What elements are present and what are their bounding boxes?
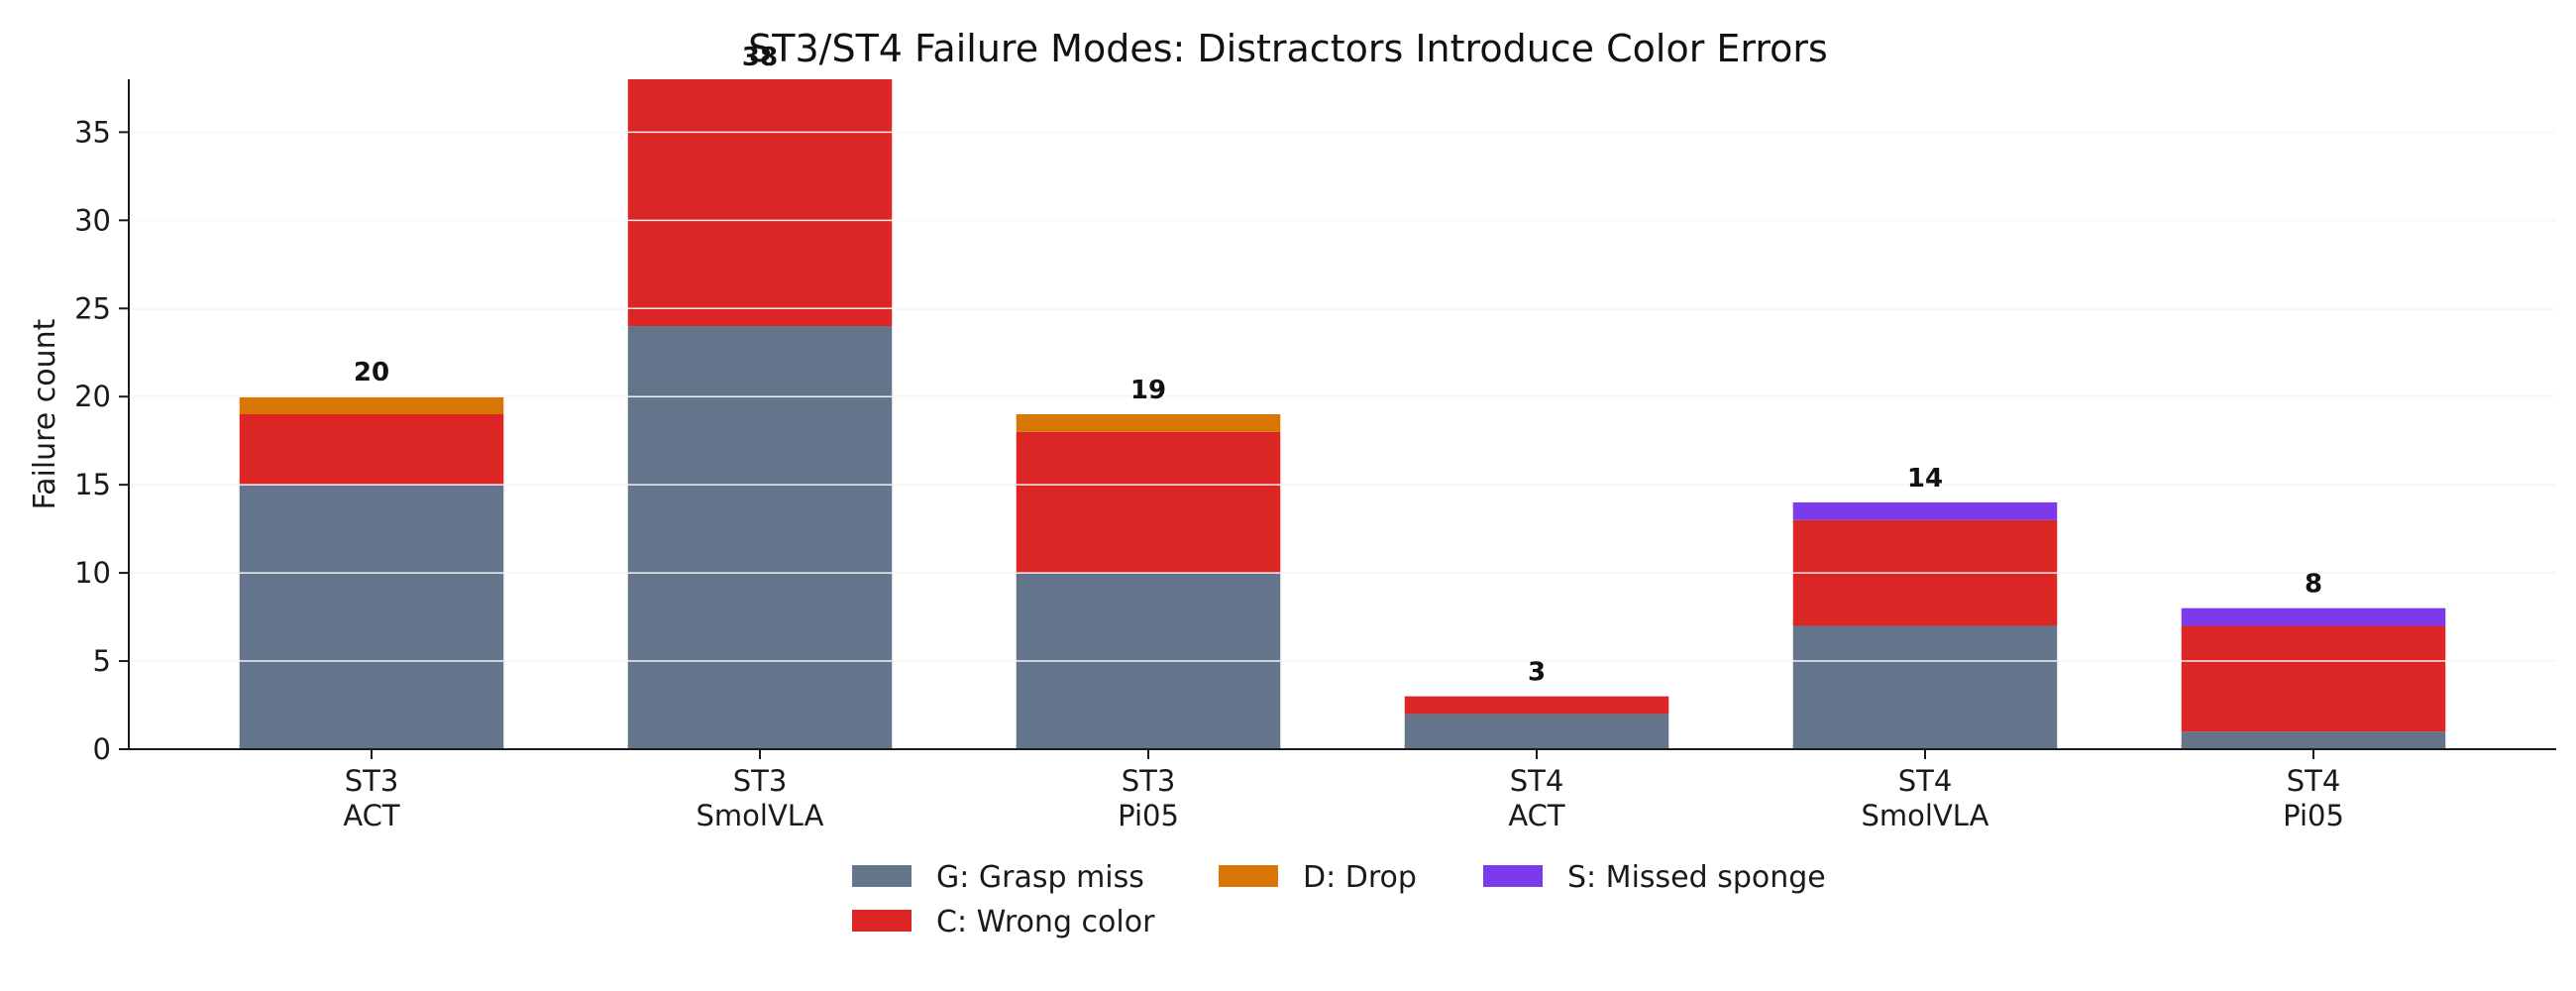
total-label: 8: [2305, 570, 2322, 600]
bar-segment: [1404, 696, 1669, 715]
axes: [128, 79, 2556, 750]
bar-segment: [1404, 714, 1669, 749]
bar-segment: [2181, 731, 2446, 749]
x-tick-label: ACT: [1508, 799, 1565, 832]
bar-segment: [239, 414, 504, 486]
y-tick-label: 30: [74, 203, 111, 237]
bar-segment: [239, 485, 504, 749]
legend-swatch: [852, 865, 912, 887]
total-label: 38: [742, 43, 778, 72]
bar-segment: [1016, 414, 1281, 432]
legend: G: Grasp miss C: Wrong color D: Drop S: Mis…: [852, 860, 1826, 939]
total-label: 19: [1130, 376, 1166, 405]
y-tick-label: 0: [93, 732, 111, 766]
y-tick-label: 20: [74, 380, 111, 413]
total-label: 14: [1907, 464, 1943, 494]
bar-segment: [2181, 607, 2446, 626]
y-tick-label: 10: [74, 556, 111, 590]
bar-segment: [1016, 431, 1281, 574]
bar-gridline-overlay: [129, 131, 2556, 662]
bar-segment: [1792, 625, 2058, 749]
legend-swatch: [1483, 865, 1543, 887]
bar-segment: [627, 326, 893, 749]
total-labels: 20 38 19 3 14 8: [354, 43, 2322, 688]
x-tick-label: ACT: [343, 799, 400, 832]
x-tick-label: ST4: [2287, 764, 2341, 798]
x-tick-label: ST3: [1122, 764, 1176, 798]
bar-segment: [1792, 501, 2058, 520]
x-tick-label: Pi05: [1118, 799, 1179, 832]
x-tick-label: SmolVLA: [1862, 799, 1989, 832]
x-tick-label: ST4: [1510, 764, 1564, 798]
y-tick-label: 25: [74, 291, 111, 325]
bar-segment: [239, 396, 504, 414]
legend-swatch: [852, 910, 912, 932]
x-tick-label: ST4: [1898, 764, 1953, 798]
bar-segment: [627, 79, 893, 327]
y-tick-label: 5: [93, 644, 111, 678]
x-tick-label: SmolVLA: [697, 799, 824, 832]
legend-swatch: [1219, 865, 1278, 887]
chart-title: ST3/ST4 Failure Modes: Distractors Intro…: [748, 27, 1828, 70]
y-axis-title: Failure count: [28, 318, 62, 509]
bar-segment: [2181, 625, 2446, 732]
legend-label: S: Missed sponge: [1567, 860, 1826, 895]
legend-label: D: Drop: [1303, 860, 1417, 895]
total-label: 3: [1528, 658, 1546, 688]
y-tick-label: 35: [74, 115, 111, 149]
bars: [239, 79, 2446, 749]
legend-label: G: Grasp miss: [936, 860, 1144, 895]
total-label: 20: [354, 358, 389, 387]
tick-labels: 05101520253035ST3ACTST3SmolVLAST3Pi05ST4…: [74, 115, 2344, 832]
legend-label: C: Wrong color: [936, 905, 1155, 939]
y-tick-label: 15: [74, 468, 111, 501]
x-tick-label: ST3: [733, 764, 788, 798]
x-tick-label: ST3: [345, 764, 399, 798]
x-tick-label: Pi05: [2283, 799, 2344, 832]
